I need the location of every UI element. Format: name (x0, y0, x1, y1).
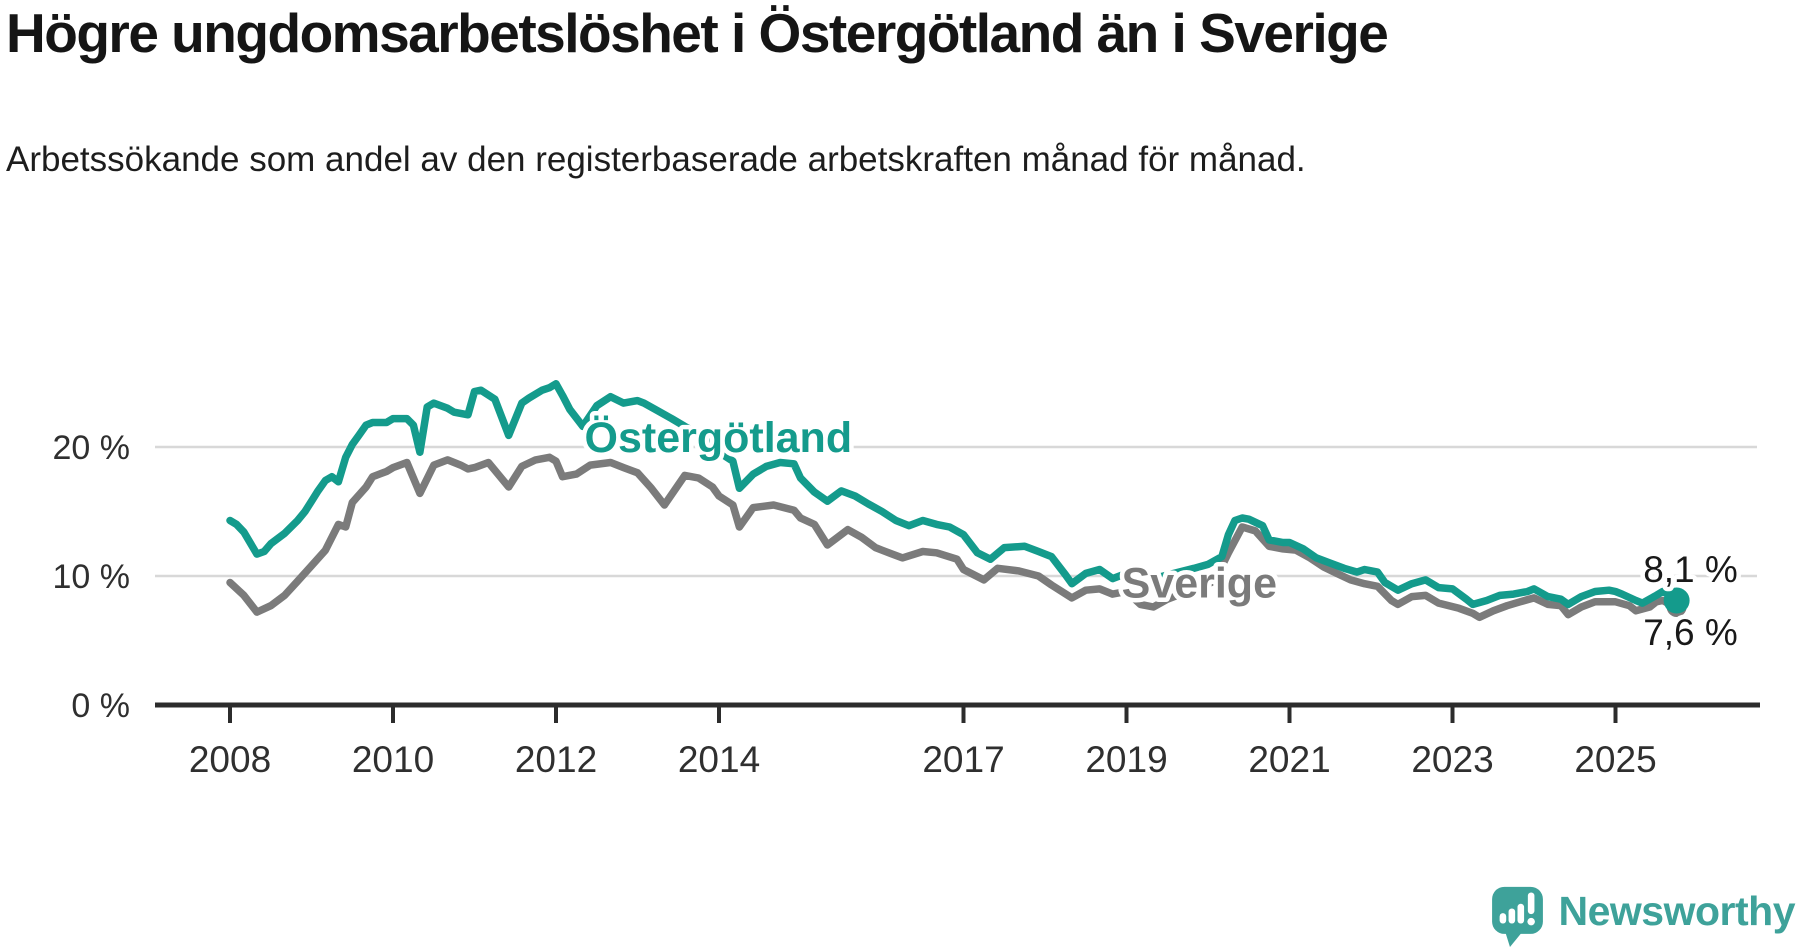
x-tick-label-2014: 2014 (678, 739, 760, 780)
x-tick-label-2012: 2012 (515, 739, 597, 780)
series-line-sverige (226, 453, 1681, 622)
newsworthy-logo: Newsworthy (1489, 884, 1796, 948)
x-tick-label-2019: 2019 (1085, 739, 1167, 780)
y-tick-label-10: 10 % (53, 558, 131, 596)
x-tick-label-2021: 2021 (1248, 739, 1330, 780)
series-end-dot-östergötland (1663, 587, 1690, 614)
x-tick-label-2017: 2017 (922, 739, 1004, 780)
end-value-label-östergötland-halo: 8,1 % (1643, 549, 1738, 590)
series-label-sverige: Sverige (1122, 559, 1277, 607)
x-tick-label-2008: 2008 (189, 739, 271, 780)
end-value-label-östergötland: 8,1 % (1643, 549, 1738, 590)
x-tick-label-2025: 2025 (1574, 739, 1656, 780)
series-line-östergötland (226, 380, 1681, 609)
end-value-label-sverige: 7,6 % (1643, 612, 1738, 653)
x-tick-label-2010: 2010 (352, 739, 434, 780)
series-label-östergötland-halo: Östergötland (585, 414, 853, 462)
series-label-sverige-halo: Sverige (1122, 559, 1277, 607)
end-value-label-sverige-halo: 7,6 % (1643, 612, 1738, 653)
newsworthy-chart-bubble-icon (1491, 886, 1543, 948)
newsworthy-wordmark: Newsworthy (1558, 887, 1796, 934)
series-label-östergötland: Östergötland (585, 414, 853, 462)
x-tick-label-2023: 2023 (1411, 739, 1493, 780)
page-title: Högre ungdomsarbetslöshet i Östergötland… (6, 2, 1389, 64)
y-tick-label-0: 0 % (71, 687, 130, 725)
y-tick-label-20: 20 % (53, 429, 131, 467)
chart-subtitle: Arbetssökande som andel av den registerb… (6, 140, 1306, 179)
